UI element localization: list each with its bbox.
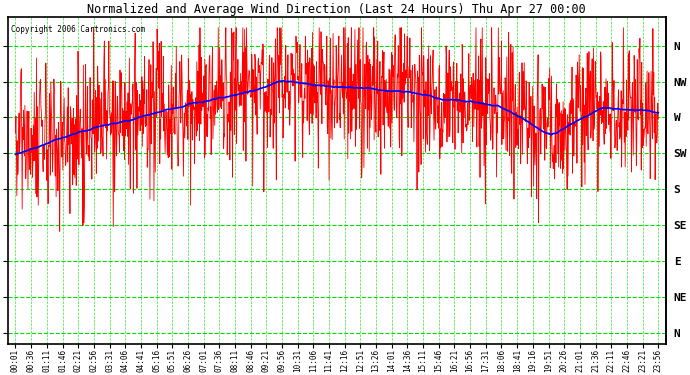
Text: Copyright 2006 Cartronics.com: Copyright 2006 Cartronics.com [11, 25, 145, 34]
Title: Normalized and Average Wind Direction (Last 24 Hours) Thu Apr 27 00:00: Normalized and Average Wind Direction (L… [88, 3, 586, 16]
